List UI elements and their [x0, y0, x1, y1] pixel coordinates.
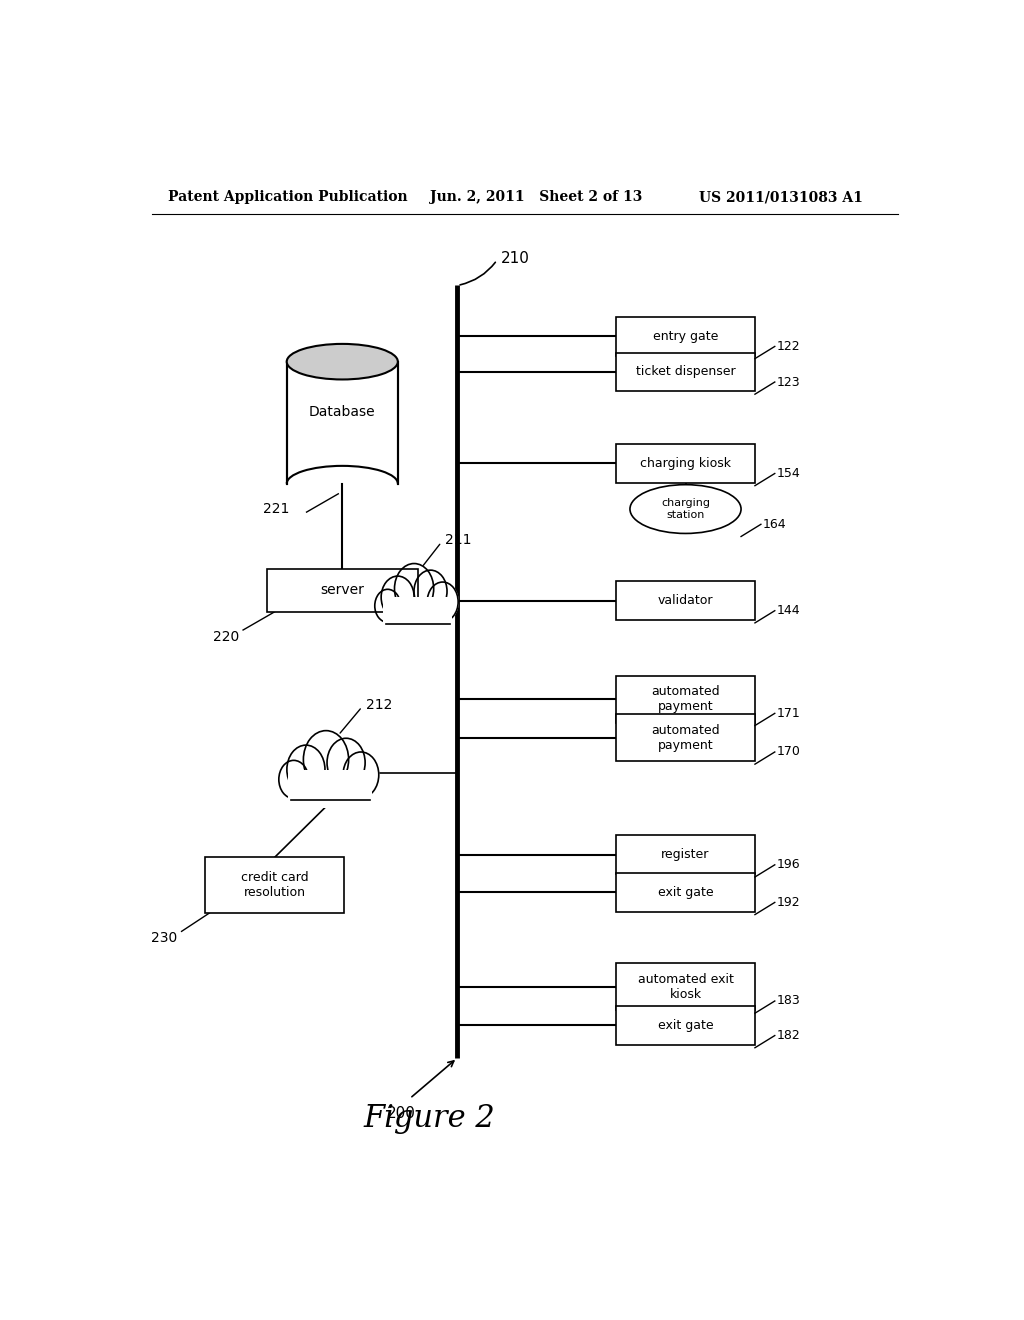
Text: 171: 171	[776, 706, 800, 719]
Text: 122: 122	[776, 341, 800, 352]
Text: register: register	[662, 849, 710, 861]
Text: 212: 212	[367, 698, 392, 711]
Circle shape	[381, 576, 414, 618]
Circle shape	[343, 752, 379, 797]
Circle shape	[279, 760, 308, 799]
Text: Patent Application Publication: Patent Application Publication	[168, 190, 408, 205]
Text: validator: validator	[657, 594, 714, 607]
FancyBboxPatch shape	[616, 676, 755, 722]
Text: automated
payment: automated payment	[651, 685, 720, 713]
Text: Jun. 2, 2011   Sheet 2 of 13: Jun. 2, 2011 Sheet 2 of 13	[430, 190, 642, 205]
FancyBboxPatch shape	[206, 857, 344, 913]
FancyBboxPatch shape	[616, 964, 755, 1010]
FancyBboxPatch shape	[616, 714, 755, 762]
Text: 196: 196	[776, 858, 800, 871]
Text: 164: 164	[763, 517, 786, 531]
Text: 221: 221	[263, 502, 290, 516]
Text: 220: 220	[213, 630, 240, 644]
Circle shape	[414, 570, 447, 612]
Text: 123: 123	[776, 375, 800, 388]
FancyBboxPatch shape	[616, 836, 755, 874]
Circle shape	[394, 564, 434, 614]
Text: 200: 200	[387, 1106, 416, 1121]
Text: ticket dispenser: ticket dispenser	[636, 366, 735, 379]
FancyBboxPatch shape	[616, 1006, 755, 1044]
Circle shape	[375, 589, 400, 622]
Ellipse shape	[287, 345, 398, 379]
Ellipse shape	[630, 484, 741, 533]
Text: Figure 2: Figure 2	[364, 1104, 496, 1134]
Text: automated
payment: automated payment	[651, 723, 720, 752]
Text: US 2011/0131083 A1: US 2011/0131083 A1	[699, 190, 863, 205]
Circle shape	[427, 582, 458, 622]
Text: exit gate: exit gate	[657, 886, 714, 899]
Text: entry gate: entry gate	[653, 330, 718, 343]
FancyBboxPatch shape	[382, 594, 454, 634]
Text: charging
station: charging station	[662, 498, 710, 520]
Text: automated exit
kiosk: automated exit kiosk	[638, 973, 733, 1001]
Circle shape	[287, 744, 325, 793]
Text: 154: 154	[776, 467, 800, 480]
FancyBboxPatch shape	[289, 770, 373, 808]
FancyBboxPatch shape	[616, 581, 755, 620]
FancyBboxPatch shape	[616, 317, 755, 355]
FancyBboxPatch shape	[616, 873, 755, 912]
FancyBboxPatch shape	[383, 597, 452, 630]
Text: Database: Database	[309, 405, 376, 420]
Text: 170: 170	[776, 746, 800, 759]
Text: 230: 230	[152, 932, 177, 945]
Text: credit card
resolution: credit card resolution	[241, 871, 308, 899]
FancyBboxPatch shape	[287, 766, 374, 812]
Text: 182: 182	[776, 1030, 800, 1041]
Text: server: server	[321, 583, 365, 598]
FancyBboxPatch shape	[267, 569, 418, 611]
Circle shape	[303, 731, 348, 788]
FancyBboxPatch shape	[287, 362, 397, 483]
Text: exit gate: exit gate	[657, 1019, 714, 1032]
Circle shape	[327, 738, 366, 787]
FancyBboxPatch shape	[616, 352, 755, 391]
Text: 192: 192	[776, 896, 800, 909]
Text: 210: 210	[501, 251, 529, 265]
Text: 183: 183	[776, 994, 800, 1007]
Text: charging kiosk: charging kiosk	[640, 457, 731, 470]
Text: 211: 211	[445, 533, 472, 546]
FancyBboxPatch shape	[616, 444, 755, 483]
Text: 144: 144	[776, 605, 800, 618]
